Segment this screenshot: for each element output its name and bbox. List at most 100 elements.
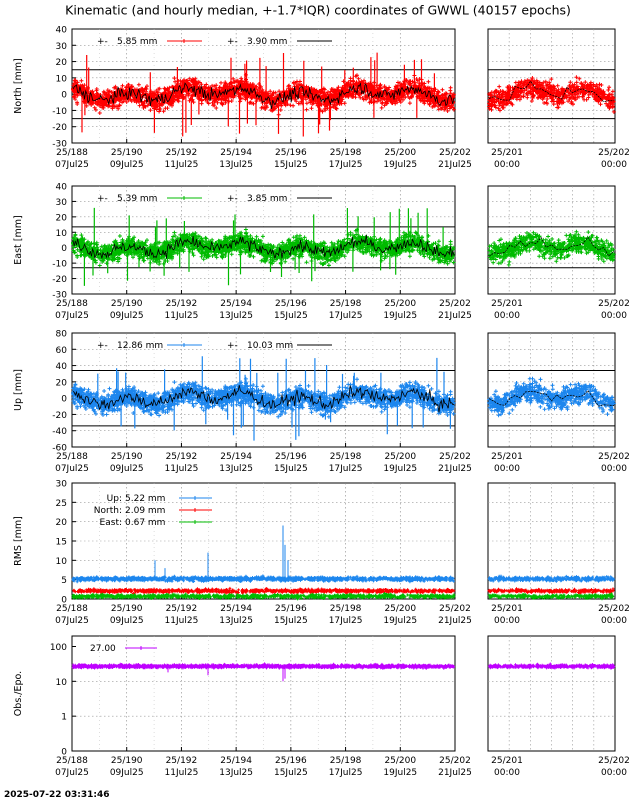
zoom-x-tick-label-time: 00:00: [494, 768, 520, 778]
legend-marker: +-: [97, 37, 108, 47]
x-tick-label-date: 11Jul25: [165, 160, 199, 170]
x-tick-label-date: 15Jul25: [274, 160, 308, 170]
x-tick-label-date: 09Jul25: [110, 768, 144, 778]
y-tick-label: -30: [52, 291, 67, 301]
x-tick-label-doy: 25/196: [275, 452, 307, 462]
x-tick-label-doy: 25/190: [111, 299, 143, 309]
east-legend: +- 5.39 mm +- 3.85 mm: [97, 194, 332, 204]
y-tick-label: -20: [52, 411, 67, 421]
zoom-x-tick-label-doy: 25/201: [491, 604, 523, 614]
legend-value: 0.67 mm: [125, 518, 165, 528]
y-tick-label: 25: [56, 499, 67, 509]
zoom-x-tick-label-doy: 25/201: [491, 452, 523, 462]
figure-title: Kinematic (and hourly median, +-1.7*IQR)…: [65, 3, 571, 18]
panel-rms: 0 5 10 15 20 25 30 RMS [mm] 25/188 07Jul25 25/190 0…: [13, 480, 630, 627]
x-tick-label-date: 19Jul25: [383, 464, 417, 474]
y-tick-label: -30: [52, 140, 67, 150]
y-tick-label: 100: [50, 643, 67, 653]
x-tick-label-date: 11Jul25: [165, 616, 199, 626]
x-tick-label-doy: 25/200: [384, 452, 416, 462]
x-tick-label-date: 07Jul25: [55, 616, 89, 626]
x-tick-label-date: 21Jul25: [438, 616, 472, 626]
legend-value: 2.09 mm: [125, 506, 165, 516]
x-tick-label-date: 13Jul25: [219, 311, 253, 321]
x-tick-label-doy: 25/198: [330, 452, 362, 462]
x-tick-label-date: 07Jul25: [55, 464, 89, 474]
y-tick-label: 20: [56, 58, 68, 68]
y-tick-label: 10: [56, 557, 68, 567]
x-tick-label-doy: 25/198: [330, 604, 362, 614]
x-tick-label-doy: 25/188: [56, 604, 88, 614]
y-tick-label: 40: [56, 183, 68, 193]
legend-marker: +-: [97, 341, 108, 351]
x-tick-label-doy: 25/196: [275, 148, 307, 158]
x-tick-label-doy: 25/188: [56, 299, 88, 309]
y-tick-label: 80: [56, 330, 68, 340]
east-hourly-median-line: [72, 234, 455, 259]
x-tick-label-date: 09Jul25: [110, 160, 144, 170]
y-tick-label: 1: [61, 713, 67, 723]
legend-swatch-marker: [182, 343, 186, 347]
x-tick-label-date: 21Jul25: [438, 160, 472, 170]
x-tick-label-doy: 25/188: [56, 148, 88, 158]
legend-entry: 3.90 mm: [247, 37, 287, 47]
x-tick-label-doy: 25/190: [111, 604, 143, 614]
legend-marker: +-: [227, 37, 238, 47]
x-tick-label-date: 15Jul25: [274, 616, 308, 626]
y-tick-label: 30: [56, 42, 68, 52]
x-tick-label-doy: 25/194: [220, 452, 252, 462]
legend-entry: 10.03 mm: [247, 341, 293, 351]
x-tick-label-doy: 25/198: [330, 299, 362, 309]
obs-legend: 27.00: [90, 644, 157, 654]
legend-swatch-marker: [182, 39, 186, 43]
panel-north: -30 -20 -10 0 10 20 30 40 North [mm] 25/188 07Jul2…: [13, 26, 630, 171]
east-data: [71, 207, 616, 286]
legend-entry: East:: [100, 518, 122, 528]
north-data: [71, 52, 616, 137]
y-tick-label: 20: [56, 213, 68, 223]
x-tick-label-date: 13Jul25: [219, 464, 253, 474]
x-tick-label-date: 07Jul25: [55, 160, 89, 170]
east-outlier-points: [83, 207, 444, 286]
x-tick-label-doy: 25/202: [439, 756, 471, 766]
x-tick-label-date: 11Jul25: [165, 464, 199, 474]
zoom-x-tick-label-doy: 25/202: [598, 756, 630, 766]
y-tick-label: -60: [52, 444, 67, 454]
up-hourly-median-line: [72, 384, 455, 413]
x-tick-label-doy: 25/196: [275, 299, 307, 309]
x-tick-label-date: 21Jul25: [438, 768, 472, 778]
x-tick-label-date: 13Jul25: [219, 768, 253, 778]
legend-swatch-marker: [182, 196, 186, 200]
north-hourly-median-line: [72, 82, 455, 109]
x-tick-label-date: 09Jul25: [110, 311, 144, 321]
obs-data: [71, 662, 616, 682]
x-tick-label-date: 17Jul25: [329, 160, 363, 170]
legend-entry: 5.39 mm: [117, 194, 157, 204]
zoom-x-tick-label-doy: 25/201: [491, 299, 523, 309]
zoom-x-tick-label-time: 00:00: [494, 311, 520, 321]
y-tick-label: 5: [61, 576, 67, 586]
y-tick-label: 0: [61, 395, 67, 405]
y-tick-label: 0: [61, 596, 67, 606]
up-ylabel: Up [mm]: [13, 369, 24, 411]
y-tick-label: -10: [52, 107, 67, 117]
rms-data: [71, 525, 616, 601]
zoom-x-tick-label-time: 00:00: [494, 616, 520, 626]
zoom-x-tick-label-time: 00:00: [601, 616, 627, 626]
legend-entry: 3.85 mm: [247, 194, 287, 204]
legend-marker: +-: [227, 341, 238, 351]
x-tick-label-doy: 25/192: [166, 299, 198, 309]
x-tick-label-date: 07Jul25: [55, 768, 89, 778]
legend-value: 5.22 mm: [125, 494, 165, 504]
x-tick-label-date: 09Jul25: [110, 464, 144, 474]
zoom-x-tick-label-time: 00:00: [601, 311, 627, 321]
x-tick-label-date: 15Jul25: [274, 311, 308, 321]
y-tick-label: 30: [56, 198, 68, 208]
x-tick-label-doy: 25/200: [384, 604, 416, 614]
zoom-x-tick-label-doy: 25/202: [598, 604, 630, 614]
x-tick-label-date: 17Jul25: [329, 768, 363, 778]
y-tick-label: 0: [61, 244, 67, 254]
x-tick-label-date: 15Jul25: [274, 768, 308, 778]
y-tick-label: -40: [52, 427, 67, 437]
rms-east-points: [71, 592, 615, 601]
